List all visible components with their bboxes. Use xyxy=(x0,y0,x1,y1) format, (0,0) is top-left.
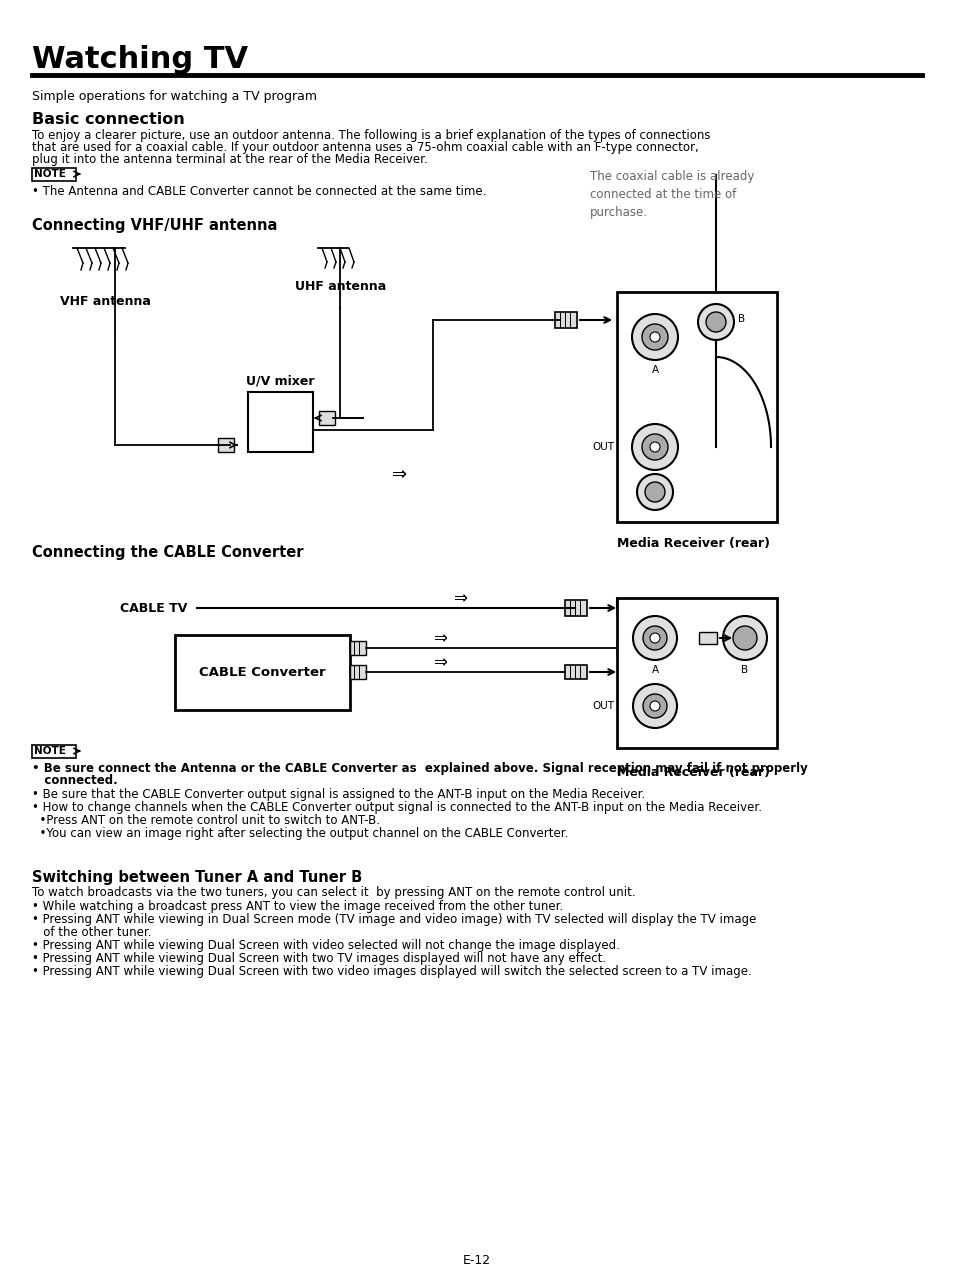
Text: •You can view an image right after selecting the output channel on the CABLE Con: •You can view an image right after selec… xyxy=(32,827,568,840)
Bar xyxy=(564,665,586,679)
Circle shape xyxy=(633,684,677,728)
Text: • Pressing ANT while viewing in Dual Screen mode (TV image and video image) with: • Pressing ANT while viewing in Dual Scr… xyxy=(32,912,756,926)
Circle shape xyxy=(722,615,766,660)
Bar xyxy=(32,745,76,758)
Circle shape xyxy=(649,442,659,452)
Circle shape xyxy=(649,633,659,643)
Text: VHF antenna: VHF antenna xyxy=(60,294,151,308)
Text: NOTE: NOTE xyxy=(34,746,66,756)
Circle shape xyxy=(641,434,667,459)
Circle shape xyxy=(642,626,666,650)
Text: A: A xyxy=(651,665,658,675)
Text: Watching TV: Watching TV xyxy=(32,44,248,74)
Text: Media Receiver (rear): Media Receiver (rear) xyxy=(617,766,769,779)
Text: The coaxial cable is already
connected at the time of
purchase.: The coaxial cable is already connected a… xyxy=(589,170,754,220)
Bar xyxy=(350,641,366,655)
Circle shape xyxy=(732,626,757,650)
Text: • Pressing ANT while viewing Dual Screen with video selected will not change the: • Pressing ANT while viewing Dual Screen… xyxy=(32,939,619,952)
Text: • Pressing ANT while viewing Dual Screen with two TV images displayed will not h: • Pressing ANT while viewing Dual Screen… xyxy=(32,952,605,964)
Text: of the other tuner.: of the other tuner. xyxy=(32,926,152,939)
Circle shape xyxy=(641,324,667,350)
Text: connected.: connected. xyxy=(32,774,117,787)
Text: Connecting the CABLE Converter: Connecting the CABLE Converter xyxy=(32,544,303,560)
Text: • Be sure connect the Antenna or the CABLE Converter as  explained above. Signal: • Be sure connect the Antenna or the CAB… xyxy=(32,761,807,775)
Circle shape xyxy=(642,694,666,718)
Circle shape xyxy=(633,615,677,660)
Text: A: A xyxy=(651,365,658,376)
Text: that are used for a coaxial cable. If your outdoor antenna uses a 75-ohm coaxial: that are used for a coaxial cable. If yo… xyxy=(32,141,698,154)
Text: E-12: E-12 xyxy=(462,1254,491,1266)
Bar xyxy=(350,665,366,679)
Text: CABLE TV: CABLE TV xyxy=(120,602,187,614)
Text: B: B xyxy=(738,313,744,324)
Text: B: B xyxy=(740,665,748,675)
Text: NOTE: NOTE xyxy=(34,169,66,179)
Text: OUT: OUT xyxy=(592,442,614,452)
Text: ⇒: ⇒ xyxy=(392,466,407,483)
Text: Basic connection: Basic connection xyxy=(32,112,185,127)
Text: • Pressing ANT while viewing Dual Screen with two video images displayed will sw: • Pressing ANT while viewing Dual Screen… xyxy=(32,964,751,978)
Text: U/V mixer: U/V mixer xyxy=(246,376,314,388)
Circle shape xyxy=(649,332,659,343)
Bar xyxy=(174,634,350,709)
Text: Switching between Tuner A and Tuner B: Switching between Tuner A and Tuner B xyxy=(32,871,362,884)
Circle shape xyxy=(649,700,659,711)
Text: ⇒: ⇒ xyxy=(433,654,446,671)
Text: •Press ANT on the remote control unit to switch to ANT-B.: •Press ANT on the remote control unit to… xyxy=(32,813,379,827)
Circle shape xyxy=(631,313,678,360)
Text: • While watching a broadcast press ANT to view the image received from the other: • While watching a broadcast press ANT t… xyxy=(32,900,562,912)
Text: To enjoy a clearer picture, use an outdoor antenna. The following is a brief exp: To enjoy a clearer picture, use an outdo… xyxy=(32,129,710,142)
Text: Simple operations for watching a TV program: Simple operations for watching a TV prog… xyxy=(32,90,316,103)
Text: To watch broadcasts via the two tuners, you can select it  by pressing ANT on th: To watch broadcasts via the two tuners, … xyxy=(32,886,635,898)
Text: • The Antenna and CABLE Converter cannot be connected at the same time.: • The Antenna and CABLE Converter cannot… xyxy=(32,185,486,198)
Text: OUT: OUT xyxy=(592,700,614,711)
Text: ⇒: ⇒ xyxy=(433,629,446,647)
Bar xyxy=(617,292,776,522)
Bar xyxy=(248,392,313,452)
Bar xyxy=(699,632,717,643)
Text: Connecting VHF/UHF antenna: Connecting VHF/UHF antenna xyxy=(32,218,277,233)
Circle shape xyxy=(705,312,725,332)
Text: CABLE Converter: CABLE Converter xyxy=(199,666,326,679)
Text: • How to change channels when the CABLE Converter output signal is connected to : • How to change channels when the CABLE … xyxy=(32,801,761,813)
Circle shape xyxy=(698,305,733,340)
Bar xyxy=(218,438,233,452)
Text: • Be sure that the CABLE Converter output signal is assigned to the ANT-B input : • Be sure that the CABLE Converter outpu… xyxy=(32,788,644,801)
Bar xyxy=(32,168,76,181)
Text: plug it into the antenna terminal at the rear of the Media Receiver.: plug it into the antenna terminal at the… xyxy=(32,154,427,166)
Circle shape xyxy=(637,475,672,510)
Bar xyxy=(617,598,776,747)
Text: UHF antenna: UHF antenna xyxy=(294,280,386,293)
Text: Media Receiver (rear): Media Receiver (rear) xyxy=(617,537,769,549)
Bar xyxy=(318,411,335,425)
Bar xyxy=(564,600,586,615)
Circle shape xyxy=(631,424,678,470)
Circle shape xyxy=(644,482,664,503)
Text: ⇒: ⇒ xyxy=(453,589,466,607)
Bar xyxy=(555,312,577,327)
